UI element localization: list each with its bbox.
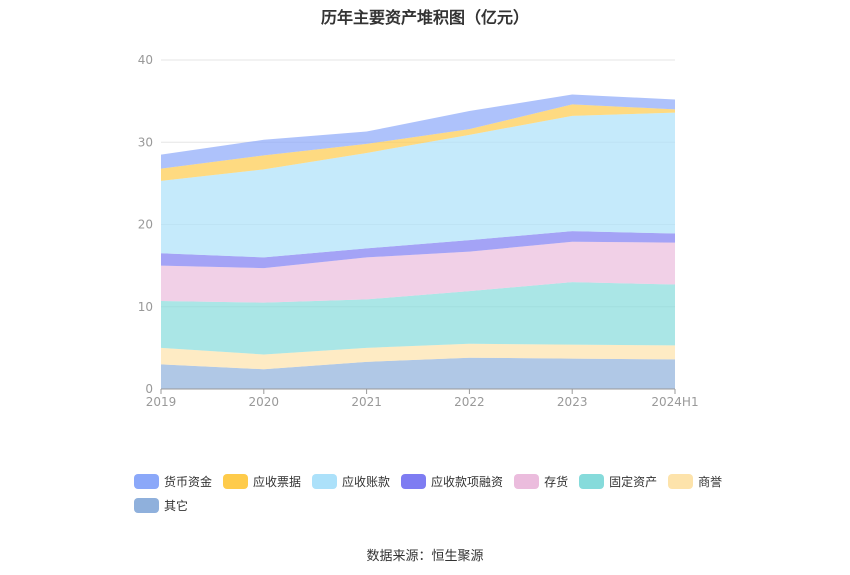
y-tick-label: 40 bbox=[138, 53, 153, 67]
area-其它 bbox=[161, 357, 675, 389]
legend-label: 应收账款 bbox=[342, 474, 391, 489]
axes: 0 10 20 30 40 2019 2020 2021 2022 2023 2024H1 bbox=[138, 53, 699, 409]
legend-swatch bbox=[223, 473, 249, 489]
x-tick-label: 2019 bbox=[146, 395, 177, 409]
legend-item[interactable]: 商誉 bbox=[668, 472, 722, 490]
legend-label: 应收票据 bbox=[253, 474, 302, 489]
area-商誉 bbox=[161, 343, 675, 370]
legend-item[interactable]: 货币资金 bbox=[134, 472, 212, 490]
area-应收票据 bbox=[161, 104, 675, 181]
legend-item[interactable]: 应收票据 bbox=[223, 472, 301, 490]
legend-label: 应收款项融资 bbox=[431, 474, 504, 489]
area-存货 bbox=[161, 241, 675, 303]
legend-label: 固定资产 bbox=[609, 474, 658, 489]
y-tick-label: 10 bbox=[138, 300, 153, 314]
area-固定资产 bbox=[161, 282, 675, 355]
y-tick-label: 30 bbox=[138, 135, 153, 149]
legend-swatch bbox=[312, 473, 338, 489]
y-tick-label: 20 bbox=[138, 218, 153, 232]
legend-item[interactable]: 固定资产 bbox=[579, 472, 657, 490]
x-tick-label: 2023 bbox=[557, 395, 588, 409]
x-tick-label: 2020 bbox=[249, 395, 280, 409]
legend-label: 存货 bbox=[544, 474, 569, 489]
area-series bbox=[161, 94, 675, 389]
legend-item[interactable]: 应收款项融资 bbox=[401, 472, 503, 490]
legend-label: 其它 bbox=[164, 498, 189, 513]
legend-swatch bbox=[579, 473, 605, 489]
legend-label: 商誉 bbox=[698, 474, 723, 489]
legend-item[interactable]: 其它 bbox=[134, 496, 188, 514]
legend-swatch bbox=[134, 497, 159, 513]
legend-swatch bbox=[668, 473, 694, 489]
legend-item[interactable]: 应收账款 bbox=[312, 472, 390, 490]
chart-legend: 货币资金 应收票据 应收账款 应收款项融资 存货 固定资产 商誉其它 bbox=[134, 472, 734, 514]
legend-swatch bbox=[401, 473, 427, 489]
legend-swatch bbox=[134, 473, 159, 489]
data-source-note: 数据来源：恒生聚源 bbox=[366, 549, 484, 564]
area-货币资金 bbox=[161, 94, 675, 169]
x-tick-label: 2024H1 bbox=[651, 395, 698, 409]
legend-label: 货币资金 bbox=[164, 474, 213, 489]
y-tick-label: 0 bbox=[145, 382, 153, 396]
x-tick-label: 2022 bbox=[454, 395, 485, 409]
chart-title: 历年主要资产堆积图（亿元） bbox=[320, 8, 529, 27]
stacked-area-chart: 0 10 20 30 40 2019 2020 2021 2022 2023 2024H1 bbox=[138, 53, 699, 409]
legend-swatch bbox=[514, 473, 540, 489]
legend-item[interactable]: 存货 bbox=[514, 472, 568, 490]
area-应收账款 bbox=[161, 112, 675, 258]
area-应收款项融资 bbox=[161, 231, 675, 269]
x-tick-label: 2021 bbox=[351, 395, 382, 409]
